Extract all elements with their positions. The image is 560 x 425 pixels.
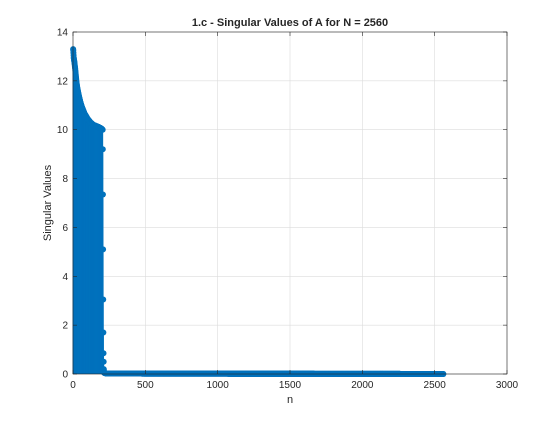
stem-marker xyxy=(100,246,106,252)
stem-marker xyxy=(100,296,106,302)
stem-marker xyxy=(100,146,106,152)
stem-marker xyxy=(101,350,107,356)
stem-marker xyxy=(101,359,107,365)
stem-marker xyxy=(100,191,106,197)
stem-marker xyxy=(100,127,106,133)
stem-marker xyxy=(100,329,106,335)
